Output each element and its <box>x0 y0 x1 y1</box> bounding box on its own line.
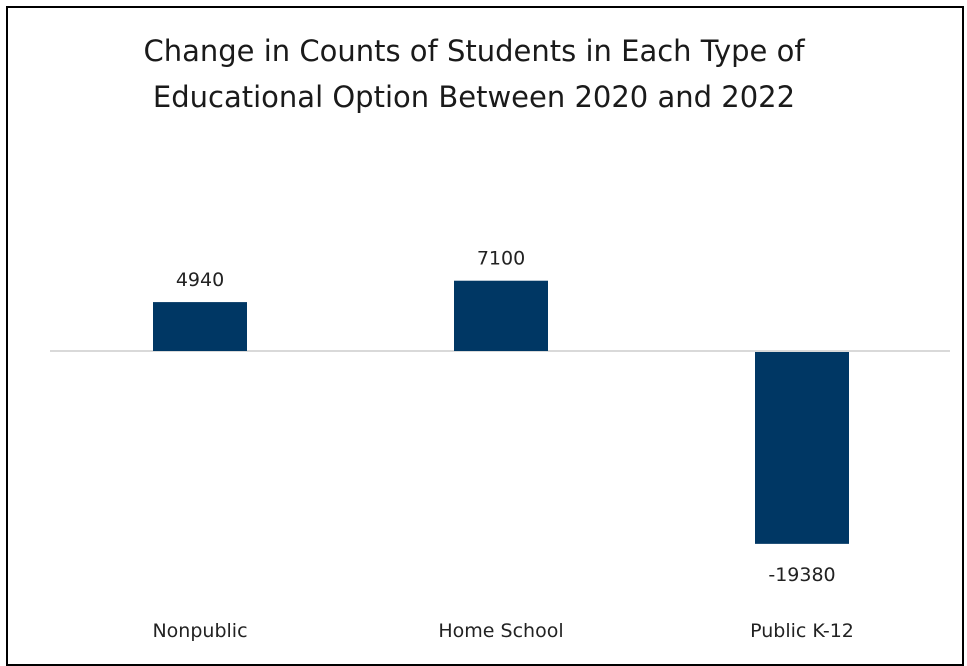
data-label: 4940 <box>176 269 224 291</box>
chart-title-line-2: Educational Option Between 2020 and 2022 <box>152 80 796 114</box>
category-label: Nonpublic <box>152 620 247 642</box>
data-label: 7100 <box>477 248 525 270</box>
bar-nonpublic <box>153 302 247 351</box>
bar-public-k-12 <box>755 352 849 544</box>
category-label: Home School <box>438 620 563 642</box>
category-label: Public K-12 <box>750 620 854 642</box>
data-label: -19380 <box>768 564 835 586</box>
bar-group <box>153 280 849 544</box>
category-label-group: Nonpublic Home School Public K-12 <box>152 620 853 642</box>
chart-title-line-1: Change in Counts of Students in Each Typ… <box>143 34 805 68</box>
chart-title: Change in Counts of Students in Each Typ… <box>0 28 967 120</box>
bar-home-school <box>454 280 548 351</box>
data-label-group: 4940 7100 -19380 <box>176 248 836 586</box>
